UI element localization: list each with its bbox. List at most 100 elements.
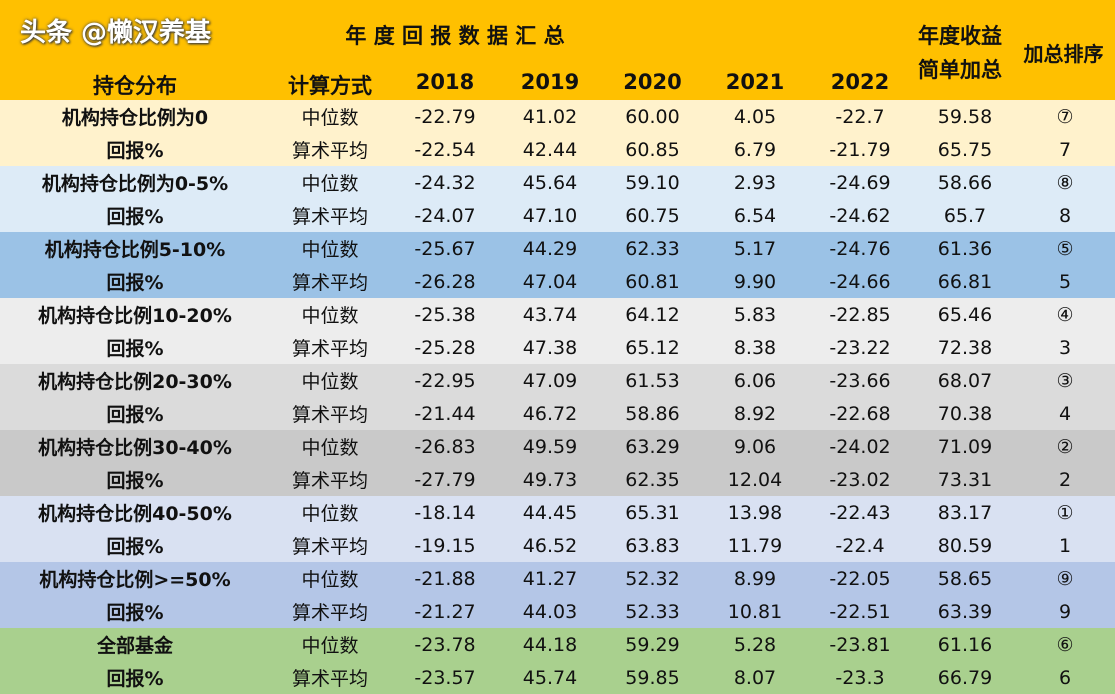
method-cell: 算术平均 — [291, 338, 368, 360]
return-2021: 6.54 — [733, 204, 777, 227]
col-year-header: 2022 — [830, 70, 890, 94]
return-2020: 63.83 — [625, 534, 680, 557]
return-2021: 5.17 — [733, 237, 777, 260]
return-2018: -26.83 — [414, 435, 476, 458]
return-2018: -19.15 — [414, 534, 476, 557]
return-2018: -25.67 — [414, 237, 476, 260]
return-2020: 60.75 — [625, 204, 680, 227]
return-2020: 65.12 — [625, 336, 680, 359]
return-2019: 44.45 — [522, 501, 578, 524]
return-2018: -23.57 — [414, 666, 476, 689]
return-2022: -24.02 — [829, 435, 891, 458]
return-2021: 2.93 — [733, 171, 777, 194]
sum-cell: 61.16 — [937, 633, 993, 656]
method-cell: 中位数 — [301, 305, 359, 327]
col-year-header: 2018 — [415, 70, 475, 94]
group-subtitle: 回报% — [106, 206, 164, 228]
table-body: 机构持仓比例为0 中位数 -22.79 41.02 60.00 4.05 -22.7 59.5… — [0, 100, 1115, 694]
return-2021: 11.79 — [727, 534, 783, 557]
sum-cell: 65.75 — [937, 138, 993, 161]
rank-cell: 5 — [1058, 270, 1072, 293]
return-2018: -22.79 — [414, 105, 476, 128]
return-2018: -27.79 — [414, 468, 476, 491]
return-2022: -22.43 — [829, 501, 891, 524]
return-2022: -21.79 — [829, 138, 891, 161]
return-2018: -25.28 — [414, 336, 476, 359]
return-2019: 44.18 — [522, 633, 578, 656]
return-2018: -25.38 — [414, 303, 476, 326]
return-2019: 47.10 — [522, 204, 578, 227]
group-subtitle: 回报% — [106, 536, 164, 558]
rank-cell: ① — [1056, 501, 1074, 524]
table-row: 机构持仓比例30-40% 中位数 -26.83 49.59 63.29 9.06 -24.0… — [0, 430, 1115, 463]
sum-cell: 65.46 — [937, 303, 993, 326]
return-2018: -23.78 — [414, 633, 476, 656]
group-subtitle: 回报% — [106, 272, 164, 294]
group-name: 机构持仓比例为0 — [61, 107, 209, 129]
return-2020: 64.12 — [625, 303, 680, 326]
table-row: 回报% 算术平均 -22.54 42.44 60.85 6.79 -21.79 65.75 7 — [0, 133, 1115, 166]
return-2021: 9.90 — [733, 270, 777, 293]
rank-cell: ② — [1056, 435, 1074, 458]
group-name: 全部基金 — [96, 635, 173, 657]
return-2018: -21.88 — [414, 567, 476, 590]
sum-cell: 68.07 — [937, 369, 993, 392]
return-2019: 41.02 — [522, 105, 578, 128]
return-2019: 43.74 — [522, 303, 578, 326]
return-2020: 59.29 — [625, 633, 680, 656]
return-2020: 60.85 — [625, 138, 680, 161]
table-row: 机构持仓比例5-10% 中位数 -25.67 44.29 62.33 5.17 -24.76… — [0, 232, 1115, 265]
return-2022: -24.62 — [829, 204, 891, 227]
col-year-header: 2019 — [520, 70, 580, 94]
return-2021: 8.99 — [733, 567, 777, 590]
return-2018: -21.44 — [414, 402, 476, 425]
method-cell: 中位数 — [301, 437, 359, 459]
table-row: 机构持仓比例为0 中位数 -22.79 41.02 60.00 4.05 -22.7 59.5… — [0, 100, 1115, 133]
col-year-header: 2020 — [623, 70, 682, 94]
table-row: 回报% 算术平均 -21.44 46.72 58.86 8.92 -22.68 70.38 4 — [0, 397, 1115, 430]
return-2020: 65.31 — [625, 501, 680, 524]
col-group-header: 持仓分布 — [93, 74, 177, 98]
sum-cell: 72.38 — [937, 336, 993, 359]
return-2022: -24.76 — [829, 237, 891, 260]
sum-cell: 65.7 — [943, 204, 987, 227]
method-cell: 算术平均 — [291, 404, 368, 426]
return-2021: 5.83 — [733, 303, 777, 326]
return-2019: 47.38 — [522, 336, 578, 359]
return-2019: 46.72 — [522, 402, 578, 425]
return-2021: 12.04 — [727, 468, 783, 491]
sum-cell: 73.31 — [937, 468, 993, 491]
group-name: 机构持仓比例30-40% — [38, 437, 232, 459]
return-2022: -23.22 — [829, 336, 891, 359]
return-2022: -22.68 — [829, 402, 891, 425]
rank-cell: ④ — [1056, 303, 1074, 326]
method-cell: 中位数 — [301, 371, 359, 393]
table-row: 回报% 算术平均 -24.07 47.10 60.75 6.54 -24.62 65.7 8 — [0, 199, 1115, 232]
rank-cell: 1 — [1058, 534, 1072, 557]
table-header: 年 度 回 报 数 据 汇 总 持仓分布 计算方式 2018 2019 2020… — [0, 0, 1115, 100]
return-2021: 5.28 — [733, 633, 777, 656]
method-cell: 中位数 — [301, 239, 359, 261]
method-cell: 算术平均 — [291, 206, 368, 228]
rank-cell: 8 — [1058, 204, 1072, 227]
table-row: 全部基金 中位数 -23.78 44.18 59.29 5.28 -23.81 61.16 ⑥ — [0, 628, 1115, 661]
method-cell: 中位数 — [301, 107, 359, 129]
method-cell: 中位数 — [301, 569, 359, 591]
return-2021: 4.05 — [733, 105, 777, 128]
return-2022: -22.05 — [829, 567, 891, 590]
rank-cell: ⑤ — [1056, 237, 1074, 260]
return-2021: 8.92 — [733, 402, 777, 425]
col-sum-header: 简单加总 — [918, 58, 1002, 82]
return-2020: 62.35 — [625, 468, 680, 491]
table-row: 机构持仓比例>=50% 中位数 -21.88 41.27 52.32 8.99 -22.05… — [0, 562, 1115, 595]
return-2019: 41.27 — [522, 567, 578, 590]
rank-cell: 7 — [1058, 138, 1072, 161]
return-2022: -23.81 — [829, 633, 891, 656]
return-2020: 61.53 — [625, 369, 680, 392]
return-2019: 47.04 — [522, 270, 578, 293]
return-2019: 45.74 — [522, 666, 578, 689]
return-2019: 42.44 — [522, 138, 578, 161]
return-2021: 8.38 — [733, 336, 777, 359]
sum-cell: 58.66 — [937, 171, 993, 194]
method-cell: 中位数 — [301, 503, 359, 525]
